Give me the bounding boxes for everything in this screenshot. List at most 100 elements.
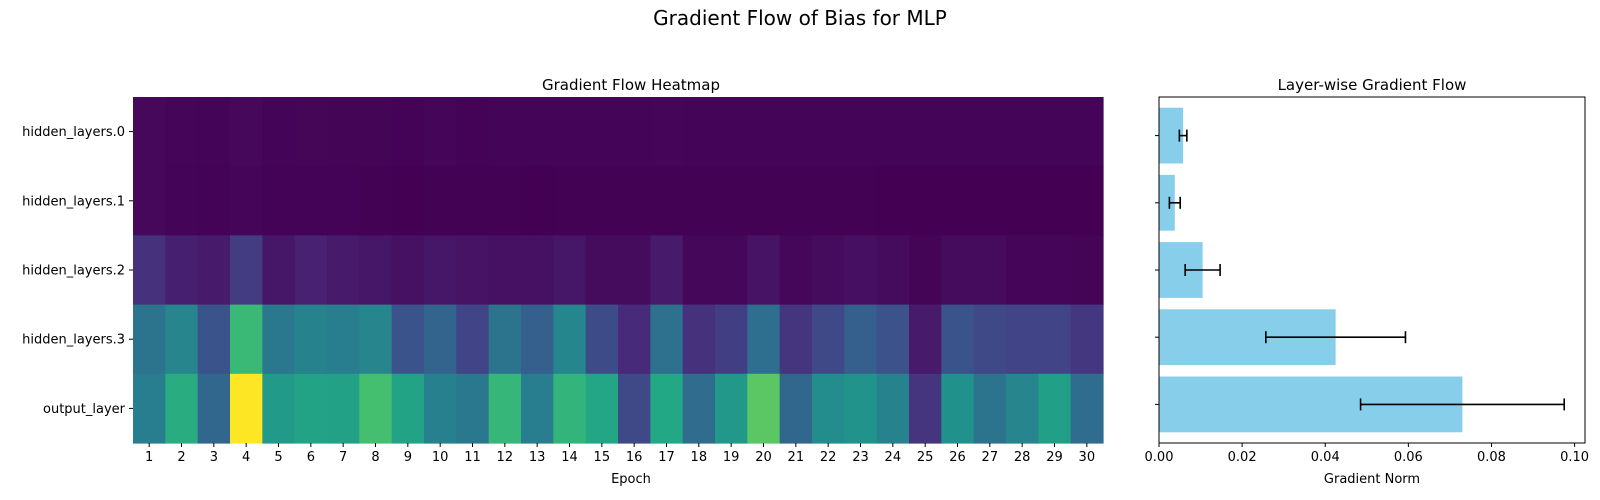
heatmap-x-tick-label: 20 [755, 450, 772, 465]
heatmap-cell [327, 235, 360, 306]
heatmap-cell [779, 166, 813, 236]
heatmap-cell [585, 373, 619, 444]
heatmap-cell [456, 235, 490, 306]
heatmap-cell [650, 373, 684, 444]
heatmap-cell [1070, 166, 1104, 236]
heatmap-x-tick-label: 22 [820, 450, 837, 465]
heatmap-cell [618, 235, 651, 306]
heatmap-x-tick-label: 30 [1079, 450, 1096, 465]
heatmap-cell [585, 166, 619, 236]
bar-x-axis-label: Gradient Norm [1324, 472, 1420, 487]
heatmap-cell [133, 235, 166, 306]
heatmap-cell [424, 373, 457, 444]
heatmap-cell [230, 166, 263, 236]
heatmap-cell [553, 304, 587, 375]
heatmap-cell [812, 166, 845, 236]
heatmap-cell [359, 373, 393, 444]
heatmap-x-axis: 1 2 3 4 5 6 7 8 9 10 11 12 13 14 15 16 17 18 19 20 21 22 23 24 2… [145, 443, 1095, 465]
heatmap-cell [1006, 235, 1039, 306]
heatmap-cell [456, 304, 490, 375]
heatmap-cell [618, 97, 651, 167]
heatmap-cell [1038, 166, 1072, 236]
heatmap-cell [165, 373, 199, 444]
heatmap-cell [1038, 373, 1072, 444]
heatmap-x-tick-label: 29 [1046, 450, 1063, 465]
heatmap-x-tick-label: 23 [852, 450, 869, 465]
heatmap-cell [973, 166, 1007, 236]
bar-plot-frame [1158, 96, 1586, 444]
heatmap-x-tick-label: 19 [723, 450, 740, 465]
heatmap-cell [715, 304, 748, 375]
heatmap-cell [197, 304, 231, 375]
heatmap-x-tick-label: 21 [788, 450, 805, 465]
heatmap-cell [133, 166, 166, 236]
heatmap-cell [876, 97, 910, 167]
heatmap-cell [812, 235, 845, 306]
heatmap-cell [779, 304, 813, 375]
heatmap-y-tick-label: hidden_layers.2 [22, 264, 125, 279]
heatmap-cell [844, 235, 878, 306]
heatmap-cell [650, 235, 684, 306]
heatmap-x-tick-label: 1 [145, 450, 153, 465]
heatmap-cell [359, 166, 393, 236]
heatmap-cell [553, 97, 587, 167]
heatmap-cell [424, 97, 457, 167]
heatmap-cell [521, 235, 554, 306]
heatmap-cell [650, 97, 684, 167]
heatmap-cell [133, 373, 166, 444]
heatmap-cell [197, 235, 231, 306]
heatmap-x-tick-label: 8 [371, 450, 379, 465]
heatmap-cell [553, 166, 587, 236]
heatmap-cell [197, 166, 231, 236]
heatmap-cell [165, 304, 199, 375]
heatmap-cell [1006, 373, 1039, 444]
heatmap-cell [973, 235, 1007, 306]
heatmap-cell [424, 166, 457, 236]
heatmap-y-axis: hidden_layers.0 hidden_layers.1 hidden_lay… [22, 125, 133, 417]
heatmap-cell [618, 166, 651, 236]
heatmap-x-axis-label: Epoch [611, 472, 651, 487]
heatmap-cell [1006, 97, 1039, 167]
heatmap-x-tick-label: 16 [626, 450, 643, 465]
heatmap-cell [650, 304, 684, 375]
heatmap-cell [941, 235, 975, 306]
heatmap-cell [585, 235, 619, 306]
heatmap-cell [1038, 97, 1072, 167]
heatmap-cell [133, 97, 166, 167]
heatmap-y-tick-label: output_layer [43, 402, 126, 417]
heatmap-cell [294, 235, 328, 306]
heatmap-cell [391, 97, 425, 167]
heatmap-cell [230, 304, 263, 375]
heatmap-x-tick-label: 24 [885, 450, 902, 465]
heatmap-cell [424, 235, 457, 306]
heatmap-cell [715, 235, 748, 306]
heatmap-cell [779, 235, 813, 306]
heatmap-cell [747, 373, 781, 444]
heatmap-cell [230, 235, 263, 306]
heatmap-x-tick-label: 6 [307, 450, 315, 465]
heatmap-cell [682, 97, 716, 167]
heatmap-cell [779, 373, 813, 444]
heatmap-cell [1038, 235, 1072, 306]
heatmap-cell [876, 373, 910, 444]
heatmap-cell [941, 97, 975, 167]
heatmap-cell [456, 373, 490, 444]
bar-x-tick-label: 0.00 [1145, 450, 1174, 465]
bar-marks [1159, 107, 1566, 433]
heatmap-x-tick-label: 28 [1014, 450, 1031, 465]
heatmap-cell [941, 373, 975, 444]
heatmap-x-tick-label: 14 [561, 450, 578, 465]
heatmap-cell [262, 97, 296, 167]
heatmap-cell [941, 304, 975, 375]
heatmap-cell [165, 97, 199, 167]
heatmap-cell [197, 97, 231, 167]
bar-x-tick-label: 0.04 [1311, 450, 1340, 465]
heatmap-cell [521, 373, 554, 444]
heatmap-cell [488, 235, 522, 306]
heatmap-x-tick-label: 4 [242, 450, 250, 465]
heatmap-cell [197, 373, 231, 444]
heatmap-cell [747, 166, 781, 236]
heatmap-cell [391, 304, 425, 375]
heatmap-cell [230, 97, 263, 167]
